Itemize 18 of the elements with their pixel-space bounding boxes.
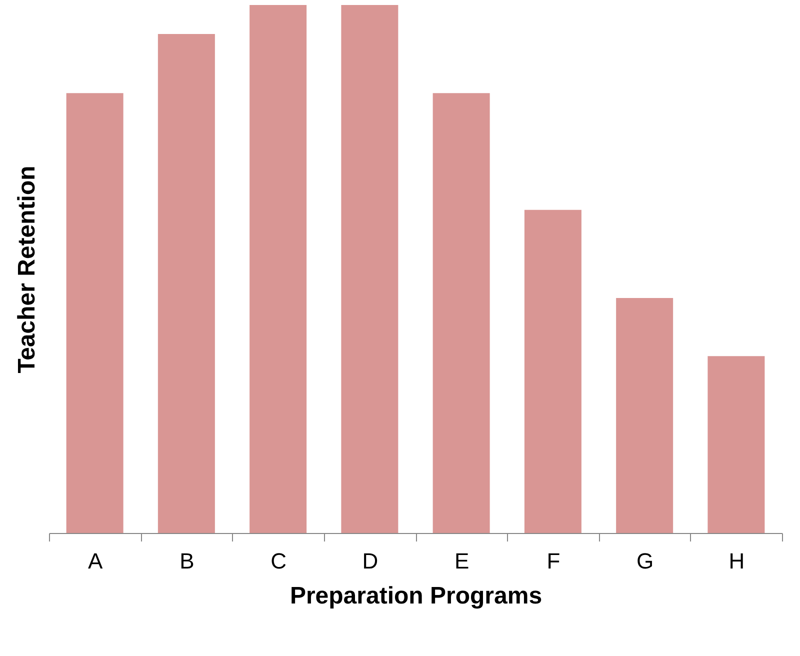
x-tick-label: C [270, 548, 287, 574]
y-axis-title: Teacher Retention [14, 166, 40, 374]
x-tick-label: G [636, 548, 654, 574]
x-tick-label: D [362, 548, 378, 574]
bar [341, 5, 398, 533]
bar [158, 34, 215, 533]
x-tick-label: B [180, 548, 194, 574]
x-tick-label: E [454, 548, 470, 574]
bar [708, 356, 765, 533]
bar [432, 93, 490, 533]
bar [250, 5, 307, 533]
x-tick-label: H [728, 548, 745, 574]
bar [66, 93, 124, 533]
x-tick-label: F [546, 548, 560, 574]
bar [524, 210, 582, 533]
bar [616, 298, 674, 533]
x-axis-title: Preparation Programs [290, 582, 542, 610]
x-tick-label: A [88, 548, 103, 574]
